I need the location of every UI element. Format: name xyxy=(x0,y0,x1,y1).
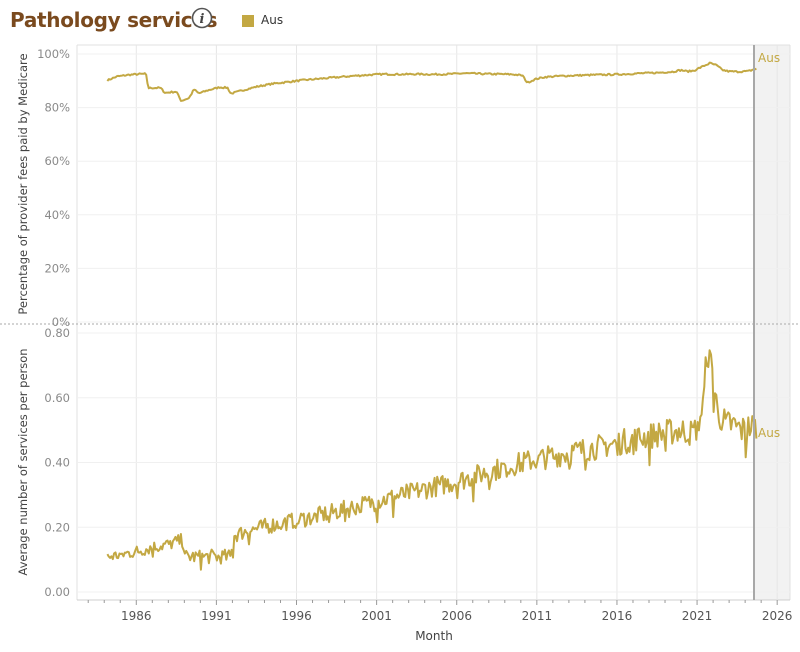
info-icon[interactable]: i xyxy=(191,7,213,29)
x-tick-label-8: 2026 xyxy=(762,609,793,623)
x-tick-label-3: 2001 xyxy=(361,609,392,623)
x-tick-label-5: 2011 xyxy=(522,609,553,623)
x-axis-title: Month xyxy=(415,629,453,643)
top-series-line-aus xyxy=(106,61,757,102)
chart-header: Pathology services i Aus xyxy=(0,0,800,44)
top-y-tick-label-0: 0% xyxy=(52,315,70,329)
bottom-y-tick-label-1: 0.20 xyxy=(44,520,70,534)
bottom-y-tick-label-4: 0.80 xyxy=(44,326,70,340)
bottom-y-tick-label-0: 0.00 xyxy=(44,585,70,599)
legend-swatch-aus xyxy=(242,15,254,27)
top-y-tick-label-3: 60% xyxy=(44,154,70,168)
page-title: Pathology services xyxy=(10,8,218,32)
svg-text:i: i xyxy=(200,12,205,27)
x-tick-label-0: 1986 xyxy=(121,609,152,623)
x-tick-label-1: 1991 xyxy=(201,609,232,623)
top-series-end-label: Aus xyxy=(758,51,780,65)
top-y-tick-label-4: 80% xyxy=(44,101,70,115)
top-y-axis-title: Percentage of provider fees paid by Medi… xyxy=(16,53,30,314)
x-tick-label-4: 2006 xyxy=(441,609,472,623)
x-tick-label-2: 1996 xyxy=(281,609,312,623)
bottom-series-line-aus xyxy=(106,349,758,571)
bottom-series-end-label: Aus xyxy=(758,426,780,440)
top-y-tick-label-5: 100% xyxy=(37,47,70,61)
bottom-y-tick-label-3: 0.60 xyxy=(44,391,70,405)
bottom-y-tick-label-2: 0.40 xyxy=(44,456,70,470)
top-y-tick-label-1: 20% xyxy=(44,261,70,275)
x-tick-label-6: 2016 xyxy=(602,609,633,623)
x-tick-label-7: 2021 xyxy=(682,609,713,623)
bottom-y-axis-title: Average number of services per person xyxy=(16,348,30,575)
legend-label-aus: Aus xyxy=(261,13,284,27)
top-y-tick-label-2: 40% xyxy=(44,208,70,222)
